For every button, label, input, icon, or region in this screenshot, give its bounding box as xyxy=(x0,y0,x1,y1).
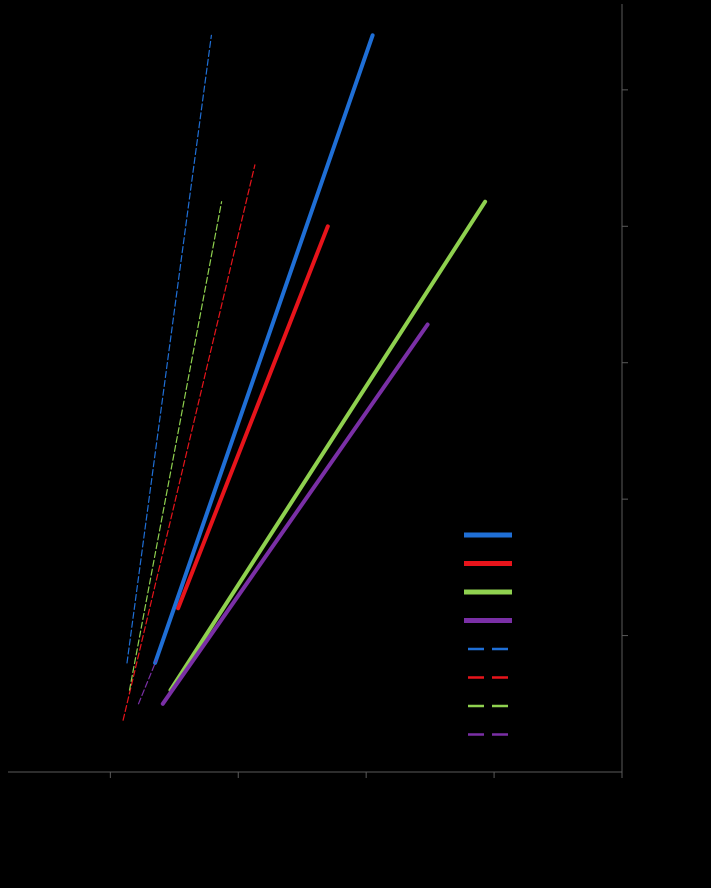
series-line-4 xyxy=(160,322,430,706)
series-layer xyxy=(122,33,488,721)
series-line-2 xyxy=(176,224,330,611)
legend xyxy=(464,532,516,736)
axes xyxy=(8,4,628,778)
series-line-6 xyxy=(122,164,256,721)
series-line-5 xyxy=(126,34,212,664)
series-line-1 xyxy=(153,33,375,665)
series-line-8 xyxy=(137,659,157,705)
series-line-7 xyxy=(128,201,223,691)
series-line-3 xyxy=(168,199,488,693)
